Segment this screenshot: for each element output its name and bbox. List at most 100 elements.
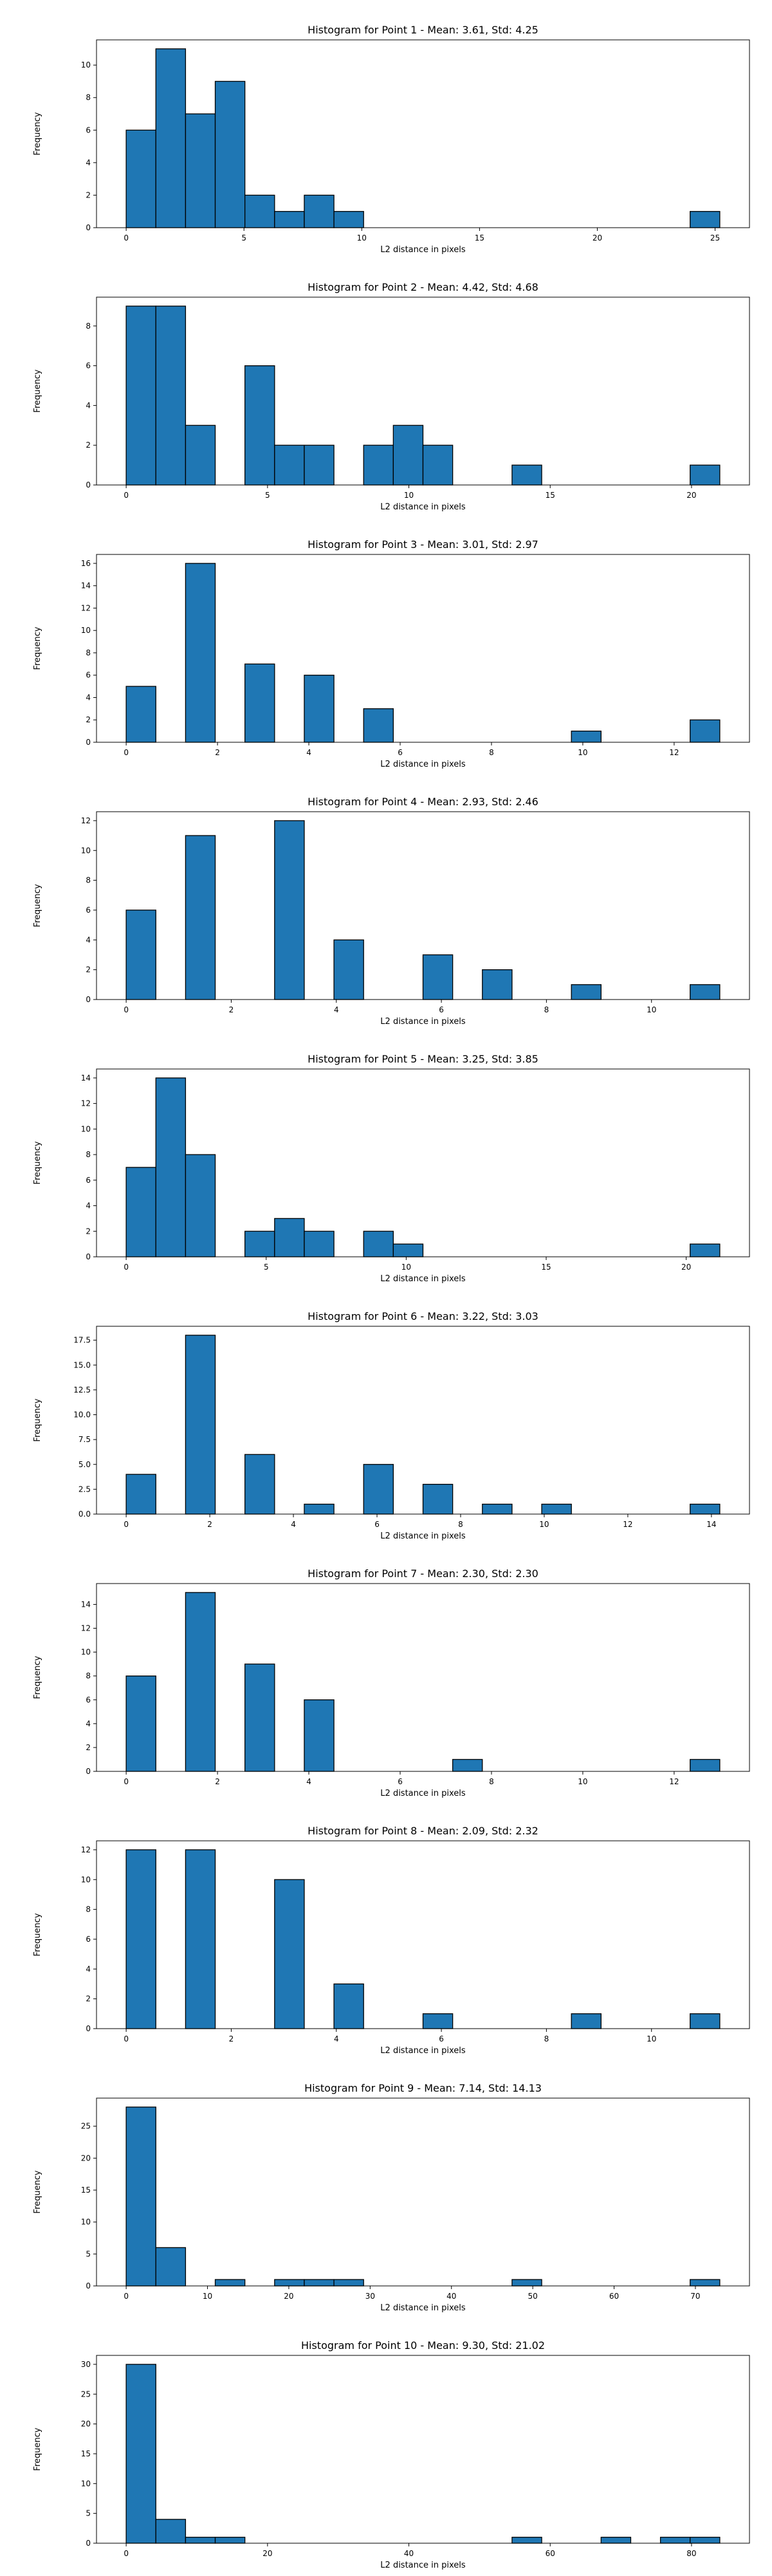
- x-tick-label: 8: [544, 1005, 549, 1014]
- x-axis-label: L2 distance in pixels: [380, 1017, 466, 1027]
- histogram-bar: [185, 425, 216, 486]
- histogram-bar: [155, 2247, 187, 2287]
- y-tick-label: 5: [86, 2249, 91, 2258]
- histogram-bar: [125, 129, 156, 228]
- x-tick-label: 20: [686, 491, 696, 500]
- histogram-bar: [690, 211, 721, 228]
- chart-title: Histogram for Point 3 - Mean: 3.01, Std:…: [308, 538, 538, 551]
- histogram-bar: [304, 1503, 335, 1515]
- x-tick-label: 0: [124, 1520, 129, 1529]
- x-axis-label: L2 distance in pixels: [380, 2303, 466, 2313]
- chart-title: Histogram for Point 2 - Mean: 4.42, Std:…: [308, 281, 538, 293]
- histogram-9: Histogram for Point 9 - Mean: 7.14, Std:…: [33, 2082, 750, 2313]
- histogram-bar: [274, 1879, 305, 2029]
- x-tick-label: 12: [669, 1777, 679, 1786]
- x-tick-label: 20: [284, 2292, 293, 2301]
- y-tick-label: 0: [86, 1252, 91, 1261]
- y-tick-label: 15: [81, 2449, 91, 2458]
- histogram-bar: [304, 194, 335, 228]
- y-tick-label: 2: [86, 441, 91, 450]
- histogram-bar: [274, 820, 305, 1000]
- x-tick-label: 0: [124, 748, 129, 757]
- histogram-bar: [690, 984, 721, 1000]
- histogram-bar: [155, 306, 187, 486]
- histogram-bar: [363, 1464, 394, 1515]
- histogram-bar: [244, 1663, 275, 1772]
- x-axis-label: L2 distance in pixels: [380, 1789, 466, 1798]
- x-tick-label: 8: [489, 748, 494, 757]
- histogram-bar: [214, 2279, 246, 2287]
- x-axis-label: L2 distance in pixels: [380, 1531, 466, 1541]
- histogram-7: Histogram for Point 7 - Mean: 2.30, Std:…: [33, 1567, 750, 1798]
- x-axis-label: L2 distance in pixels: [380, 2046, 466, 2056]
- histogram-bar: [600, 2537, 632, 2544]
- chart-title: Histogram for Point 4 - Mean: 2.93, Std:…: [308, 796, 538, 808]
- histogram-bar: [214, 2537, 246, 2544]
- y-axis-label: Frequency: [33, 369, 42, 412]
- x-tick-label: 0: [124, 2292, 129, 2301]
- x-tick-label: 4: [291, 1520, 296, 1529]
- histogram-bar: [155, 48, 187, 228]
- x-tick-label: 4: [306, 1777, 311, 1786]
- y-axis-label: Frequency: [33, 2170, 42, 2213]
- y-tick-label: 17.5: [73, 1336, 91, 1345]
- histogram-bar: [333, 211, 364, 228]
- y-tick-label: 7.5: [78, 1435, 91, 1444]
- y-axis-label: Frequency: [33, 1913, 42, 1956]
- histogram-bar: [541, 1503, 572, 1515]
- histogram-bar: [214, 80, 246, 228]
- x-tick-label: 4: [334, 2034, 339, 2043]
- histogram-bar: [422, 2013, 454, 2029]
- y-tick-label: 0: [86, 2539, 91, 2548]
- y-axis-label: Frequency: [33, 1141, 42, 1184]
- histogram-bar: [185, 835, 216, 1000]
- x-tick-label: 10: [404, 491, 414, 500]
- chart-title: Histogram for Point 6 - Mean: 3.22, Std:…: [308, 1310, 538, 1322]
- histogram-8: Histogram for Point 8 - Mean: 2.09, Std:…: [33, 1825, 750, 2056]
- histogram-bar: [690, 464, 721, 486]
- x-tick-label: 60: [609, 2292, 619, 2301]
- histogram-bar: [274, 2279, 305, 2287]
- histogram-bar: [185, 563, 216, 743]
- histogram-bar: [244, 1230, 275, 1257]
- axes-frame: [96, 39, 750, 228]
- y-tick-label: 10: [81, 1124, 91, 1133]
- chart-title: Histogram for Point 8 - Mean: 2.09, Std:…: [308, 1825, 538, 1837]
- x-tick-label: 20: [262, 2549, 272, 2558]
- y-axis-label: Frequency: [33, 112, 42, 155]
- y-axis-label: Frequency: [33, 1656, 42, 1699]
- y-tick-label: 10: [81, 2479, 91, 2488]
- histogram-bar: [392, 1243, 424, 1257]
- y-tick-label: 2: [86, 190, 91, 199]
- x-tick-label: 80: [686, 2549, 696, 2558]
- y-tick-label: 12: [81, 816, 91, 825]
- histogram-bar: [511, 2537, 542, 2544]
- histogram-bar: [185, 1335, 216, 1515]
- y-tick-label: 0.0: [78, 1510, 91, 1519]
- y-tick-label: 8: [86, 876, 91, 885]
- x-tick-label: 70: [690, 2292, 700, 2301]
- y-tick-label: 10: [81, 846, 91, 855]
- histogram-bar: [244, 194, 275, 228]
- histogram-bar: [125, 306, 156, 486]
- y-tick-label: 12: [81, 1845, 91, 1854]
- histogram-bar: [571, 984, 602, 1000]
- x-tick-label: 10: [647, 2034, 656, 2043]
- histogram-1: Histogram for Point 1 - Mean: 3.61, Std:…: [33, 24, 750, 255]
- x-tick-label: 40: [404, 2549, 414, 2558]
- x-tick-label: 15: [541, 1263, 551, 1272]
- y-tick-label: 16: [81, 559, 91, 568]
- y-tick-label: 8: [86, 648, 91, 657]
- y-tick-label: 0: [86, 2024, 91, 2033]
- y-tick-label: 8: [86, 1905, 91, 1914]
- x-tick-label: 6: [374, 1520, 380, 1529]
- y-tick-label: 2: [86, 1995, 91, 2004]
- histogram-6: Histogram for Point 6 - Mean: 3.22, Std:…: [33, 1310, 750, 1541]
- y-axis-label: Frequency: [33, 626, 42, 670]
- histogram-bar: [659, 2537, 691, 2544]
- histogram-bar: [482, 969, 513, 1000]
- x-tick-label: 6: [439, 2034, 444, 2043]
- x-tick-label: 14: [706, 1520, 716, 1529]
- histogram-bar: [125, 686, 156, 743]
- x-tick-label: 12: [669, 748, 679, 757]
